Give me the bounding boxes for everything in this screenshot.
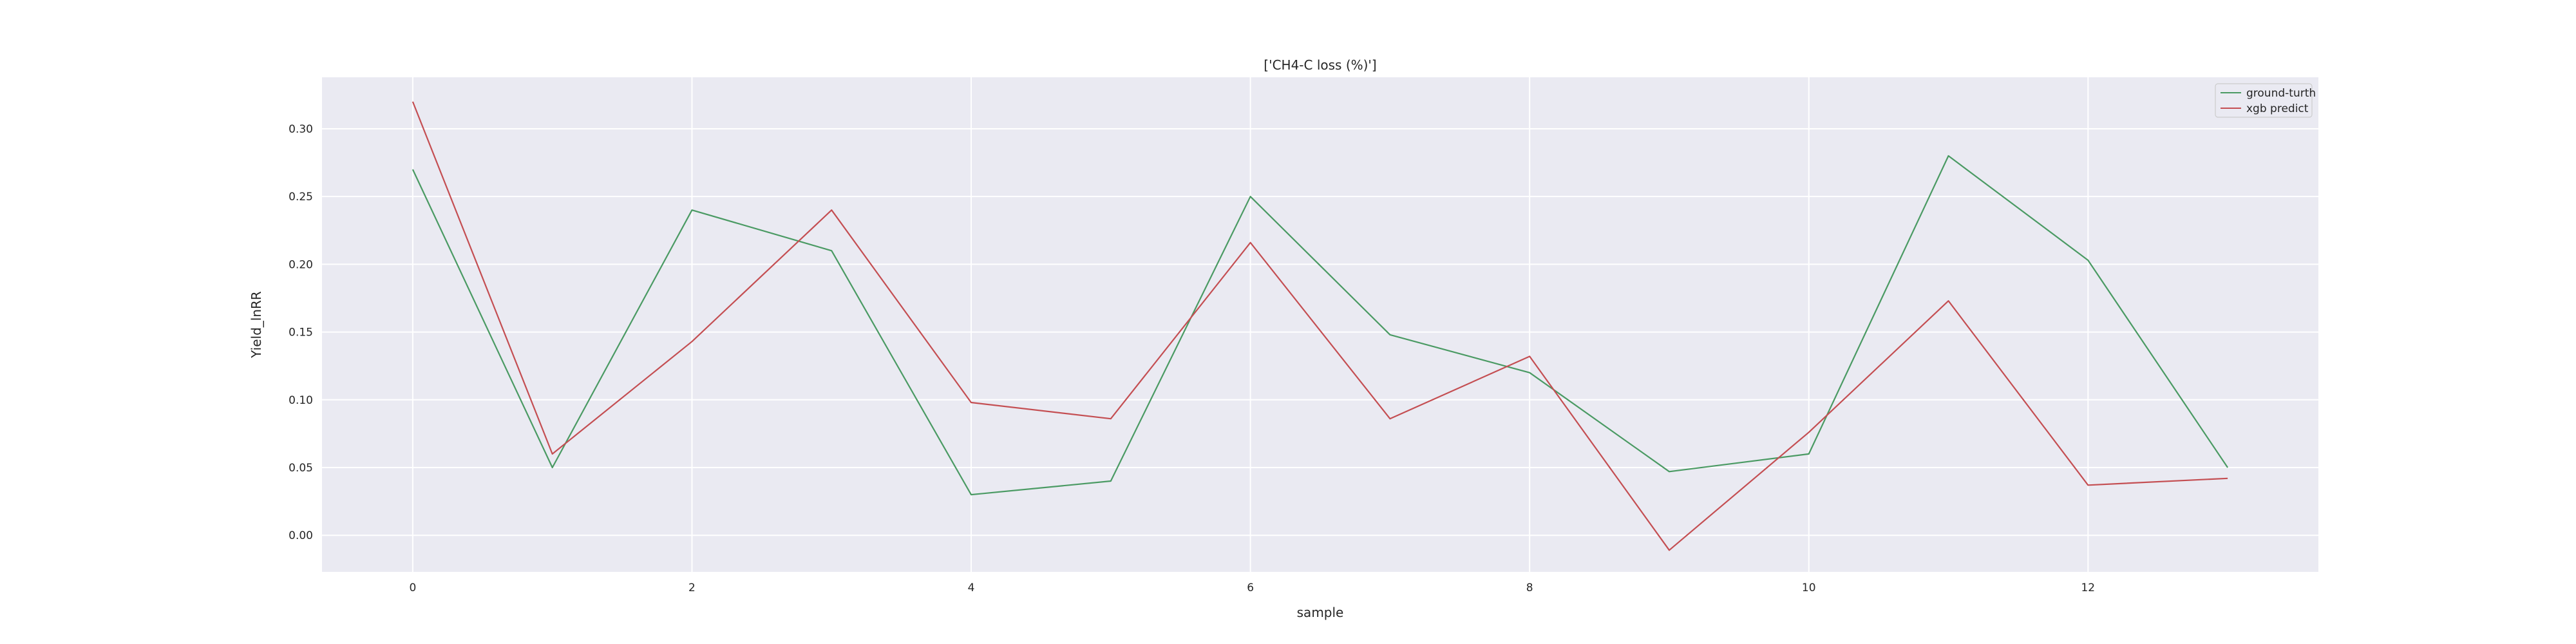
x-tick-label: 4 bbox=[968, 582, 975, 594]
x-tick-label: 6 bbox=[1247, 582, 1254, 594]
x-tick-label: 12 bbox=[2081, 582, 2095, 594]
y-tick-label: 0.05 bbox=[289, 462, 313, 475]
x-axis-label: sample bbox=[1297, 605, 1344, 620]
chart-title: ['CH4-C loss (%)'] bbox=[1264, 57, 1376, 73]
legend-label-ground-turth: ground-turth bbox=[2246, 87, 2316, 100]
y-tick-label: 0.20 bbox=[289, 258, 313, 271]
tick-labels: 0 2 4 6 8 10 12 0.00 0.05 0.10 0.15 0.20 0.25 0.30 bbox=[289, 123, 2095, 594]
y-tick-label: 0.15 bbox=[289, 327, 313, 339]
x-tick-label: 0 bbox=[409, 582, 416, 594]
x-tick-label: 10 bbox=[1802, 582, 1816, 594]
x-tick-label: 2 bbox=[688, 582, 696, 594]
x-tick-label: 8 bbox=[1526, 582, 1533, 594]
plot-area bbox=[322, 77, 2318, 572]
series-line-ground-turth bbox=[412, 155, 2229, 496]
y-tick-label: 0.10 bbox=[289, 394, 313, 407]
y-tick-label: 0.00 bbox=[289, 529, 313, 542]
series-line-xgb-predict bbox=[412, 101, 2228, 551]
legend-label-xgb-predict: xgb predict bbox=[2246, 102, 2309, 115]
legend: ground-turth xgb predict bbox=[2215, 83, 2316, 118]
grid bbox=[322, 77, 2318, 572]
y-tick-label: 0.30 bbox=[289, 123, 313, 136]
y-axis-label: Yield_lnRR bbox=[249, 291, 264, 359]
y-tick-label: 0.25 bbox=[289, 191, 313, 204]
series-lines bbox=[412, 101, 2229, 551]
